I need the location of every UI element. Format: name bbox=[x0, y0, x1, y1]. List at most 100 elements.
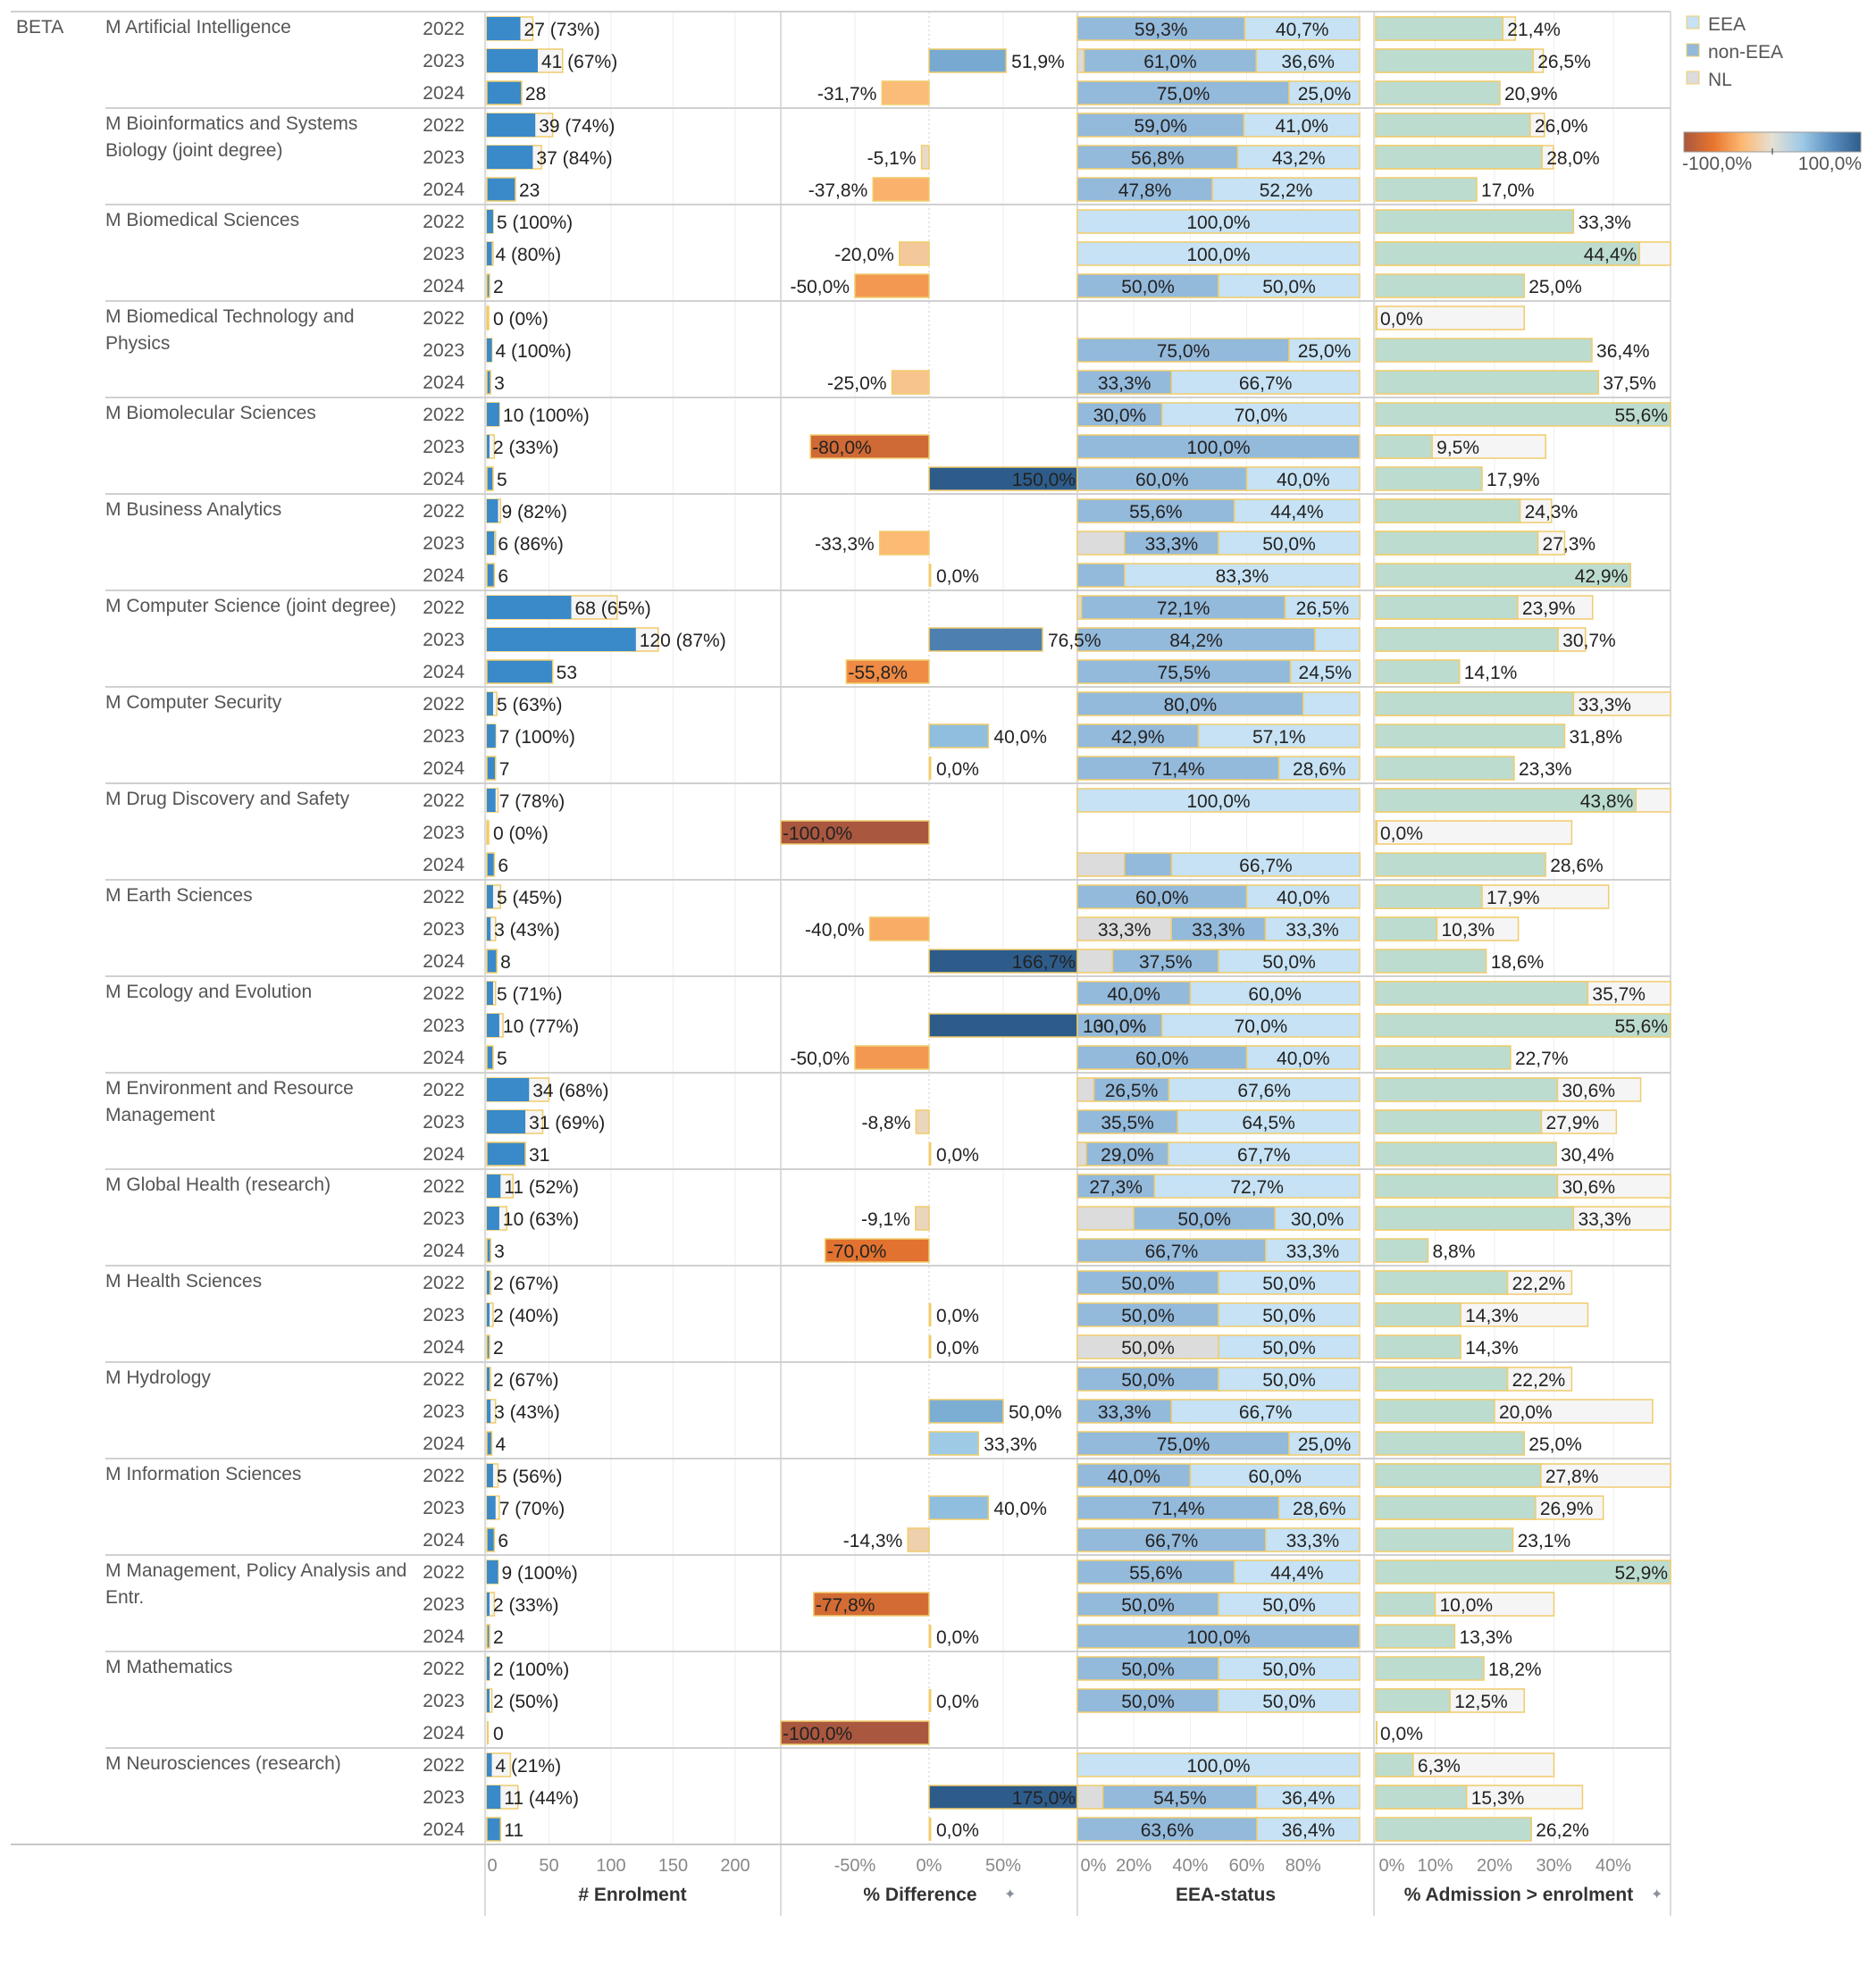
eea-segment-label: 40,0% bbox=[1107, 1467, 1160, 1487]
gradient-max-label: 100,0% bbox=[1798, 154, 1862, 174]
year-label: 2023 bbox=[423, 437, 465, 457]
difference-value-label: 150,0% bbox=[1012, 470, 1076, 490]
enrolment-value-label: 7 (100%) bbox=[499, 727, 575, 748]
enrolment-bar bbox=[487, 1689, 490, 1712]
eea-segment-label: 28,6% bbox=[1293, 1499, 1346, 1519]
difference-bar bbox=[928, 466, 1078, 491]
program-name-line: M Artificial Intelligence bbox=[105, 17, 291, 38]
eea-segment-eea bbox=[1288, 338, 1361, 363]
eea-segment-label: 59,3% bbox=[1135, 20, 1188, 40]
enrolment-value-label: 6 bbox=[498, 566, 508, 587]
program-name-line: M Biomedical Sciences bbox=[105, 210, 299, 230]
admission-value-label: 42,9% bbox=[1575, 566, 1629, 587]
admission-value-label: 36,4% bbox=[1596, 341, 1650, 362]
enrolment-bar bbox=[487, 724, 496, 748]
pin-icon-difference[interactable]: ✦ bbox=[1004, 1887, 1016, 1902]
year-label: 2023 bbox=[423, 919, 465, 940]
admission-bar bbox=[1375, 1141, 1557, 1166]
eea-segment-non-eea bbox=[1093, 1077, 1170, 1102]
axis-title-enrolment: # Enrolment bbox=[578, 1885, 686, 1905]
tick-eea: 60% bbox=[1229, 1856, 1265, 1876]
year-label: 2022 bbox=[423, 598, 465, 618]
difference-value-label: -50,0% bbox=[790, 1049, 850, 1069]
enrolment-bar bbox=[487, 1271, 490, 1294]
year-label: 2024 bbox=[423, 1048, 465, 1068]
enrolment-value-label: 5 (45%) bbox=[497, 888, 563, 908]
admission-bar bbox=[1375, 113, 1531, 138]
enrolment-bar bbox=[487, 17, 521, 40]
program-name-line: M Bioinformatics and Systems bbox=[105, 113, 357, 134]
tick-eea: 0% bbox=[1081, 1856, 1107, 1876]
enrolment-value-label: 23 bbox=[519, 180, 540, 201]
admission-value-label: 26,2% bbox=[1536, 1820, 1589, 1841]
eea-segment-label: 52,2% bbox=[1260, 180, 1313, 201]
admission-bar bbox=[1375, 981, 1589, 1006]
eea-segment-eea bbox=[1218, 1592, 1361, 1617]
eea-segment-non-eea bbox=[1076, 659, 1292, 684]
bar-marks bbox=[486, 16, 1671, 1842]
difference-value-label: -50,0% bbox=[790, 277, 850, 297]
program-name: M Ecology and Evolution bbox=[105, 982, 312, 1002]
year-label: 2023 bbox=[423, 147, 465, 168]
enrolment-value-label: 5 (71%) bbox=[497, 984, 563, 1005]
difference-bar bbox=[872, 177, 930, 202]
admission-bar bbox=[1375, 1077, 1559, 1102]
eea-segment-label: 75,0% bbox=[1157, 1434, 1210, 1455]
program-name: M Computer Security bbox=[105, 692, 282, 713]
eea-segment-label: 60,0% bbox=[1135, 1049, 1189, 1069]
eea-segment-label: 50,0% bbox=[1262, 1338, 1316, 1359]
admission-value-label: 26,0% bbox=[1535, 116, 1588, 137]
eea-segment-eea bbox=[1218, 1688, 1361, 1713]
eea-segment-non-eea bbox=[1076, 756, 1280, 781]
difference-bar bbox=[928, 1399, 1004, 1424]
eea-segment-label: 41,0% bbox=[1275, 116, 1328, 137]
difference-bar bbox=[928, 48, 1007, 73]
eea-segment-label: 50,0% bbox=[1262, 534, 1316, 555]
eea-segment-label: 66,7% bbox=[1145, 1242, 1199, 1262]
year-label: 2024 bbox=[423, 855, 465, 875]
eea-segment-non-eea bbox=[1076, 466, 1248, 491]
eea-segment-eea bbox=[1265, 1527, 1361, 1552]
difference-value-label: 0,0% bbox=[936, 1145, 979, 1166]
admission-value-label: 22,7% bbox=[1515, 1049, 1569, 1069]
eea-segment-non-eea bbox=[1076, 627, 1316, 652]
admission-bar bbox=[1375, 48, 1534, 73]
year-label: 2024 bbox=[423, 1434, 465, 1454]
admission-bar bbox=[1375, 1013, 1671, 1038]
admission-value-label: 6,3% bbox=[1418, 1756, 1461, 1777]
year-label: 2023 bbox=[423, 340, 465, 361]
legend-swatch-nl bbox=[1686, 71, 1700, 85]
enrolment-value-label: 120 (87%) bbox=[640, 631, 726, 651]
eea-segment-non-eea bbox=[1111, 949, 1219, 974]
admission-value-label: 31,8% bbox=[1569, 727, 1622, 748]
year-label: 2022 bbox=[423, 19, 465, 39]
program-name: M Business Analytics bbox=[105, 499, 281, 520]
program-name: M Bioinformatics and Systems Biology (joi… bbox=[105, 113, 357, 161]
enrolment-bar bbox=[487, 917, 491, 941]
pin-icon-admission[interactable]: ✦ bbox=[1651, 1887, 1662, 1902]
eea-segment-label: 50,0% bbox=[1121, 1660, 1175, 1680]
tick-eea: 20% bbox=[1116, 1856, 1152, 1876]
enrolment-value-label: 4 (21%) bbox=[496, 1756, 562, 1777]
program-name-line: Entr. bbox=[105, 1587, 144, 1608]
eea-segment-eea bbox=[1076, 788, 1361, 813]
eea-segment-non-eea bbox=[1076, 563, 1126, 588]
enrolment-bar bbox=[487, 789, 496, 812]
eea-segment-label: 33,3% bbox=[1098, 373, 1152, 394]
admission-value-label: 30,6% bbox=[1562, 1177, 1615, 1198]
admission-bar bbox=[1375, 1431, 1525, 1456]
admission-bar bbox=[1375, 949, 1487, 974]
admission-value-label: 35,7% bbox=[1592, 984, 1646, 1005]
tick-eea: 40% bbox=[1172, 1856, 1208, 1876]
program-name-line: M Mathematics bbox=[105, 1657, 232, 1677]
program-name: M Biomolecular Sciences bbox=[105, 403, 316, 423]
eea-segment-label: 50,0% bbox=[1262, 1274, 1316, 1294]
admission-bar bbox=[1375, 1270, 1509, 1295]
eea-segment-eea bbox=[1218, 1302, 1361, 1327]
eea-segment-label: 42,9% bbox=[1111, 727, 1165, 748]
difference-value-label: -80,0% bbox=[812, 438, 872, 458]
year-label: 2023 bbox=[423, 1498, 465, 1518]
program-name: M Health Sciences bbox=[105, 1271, 262, 1292]
row-labels: BETA M Artificial Intelligence 2022 27 (73… bbox=[16, 17, 1668, 1841]
eea-segment-label: 33,3% bbox=[1145, 534, 1199, 555]
